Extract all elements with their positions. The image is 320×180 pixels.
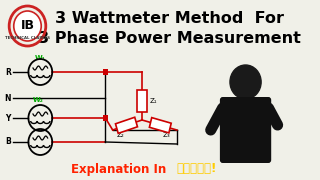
FancyBboxPatch shape	[103, 115, 108, 121]
Text: हिंदी!: हिंदी!	[176, 163, 216, 175]
Text: W₂: W₂	[33, 97, 44, 103]
Text: Y: Y	[6, 114, 11, 123]
Text: N: N	[4, 93, 11, 102]
Text: W₁: W₁	[35, 55, 46, 61]
Text: 3 Phase Power Measurement: 3 Phase Power Measurement	[38, 30, 301, 46]
Text: 3 Wattmeter Method  For: 3 Wattmeter Method For	[55, 10, 284, 26]
Text: Explanation In: Explanation In	[71, 163, 171, 175]
FancyBboxPatch shape	[220, 97, 271, 163]
FancyBboxPatch shape	[149, 118, 171, 133]
Text: Z₂: Z₂	[116, 132, 124, 138]
Text: Z₁: Z₁	[149, 98, 157, 104]
FancyBboxPatch shape	[137, 90, 147, 112]
Circle shape	[14, 11, 41, 41]
Text: TECHNICAL CLASSES: TECHNICAL CLASSES	[5, 36, 50, 40]
FancyBboxPatch shape	[116, 117, 138, 133]
FancyBboxPatch shape	[103, 69, 108, 75]
Text: Z₃: Z₃	[163, 132, 171, 138]
Text: IB: IB	[20, 19, 35, 32]
Text: R: R	[5, 68, 11, 76]
Circle shape	[230, 65, 261, 99]
Text: B: B	[5, 138, 11, 147]
